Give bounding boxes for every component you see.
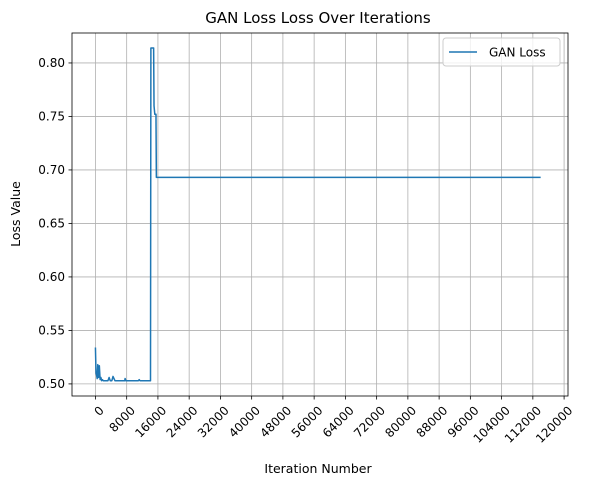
series-layer	[94, 47, 541, 382]
y-tick-label: 0.70	[38, 163, 65, 177]
series-line-gan-loss	[94, 47, 541, 382]
x-tick-label: 56000	[289, 403, 326, 440]
x-axis-label: Iteration Number	[264, 461, 372, 476]
y-tick-label: 0.60	[38, 270, 65, 284]
x-tick-label: 16000	[132, 403, 169, 440]
chart-title: GAN Loss Loss Over Iterations	[205, 9, 431, 27]
x-tick-label: 0	[91, 403, 106, 418]
y-tick-label: 0.65	[38, 216, 65, 230]
y-axis-label: Loss Value	[8, 181, 23, 247]
y-tick-label: 0.55	[38, 323, 65, 337]
x-tick-label: 40000	[226, 403, 263, 440]
y-tick-label: 0.80	[38, 56, 65, 70]
y-axis: 0.50 0.55 0.60 0.65 0.70 0.75 0.80	[38, 56, 72, 391]
legend-label: GAN Loss	[489, 46, 546, 60]
x-axis: 0 800016000240003200040000480005600064000…	[91, 396, 575, 446]
x-tick-label: 24000	[164, 403, 201, 440]
x-tick-label: 80000	[382, 403, 419, 440]
legend: GAN Loss	[442, 37, 561, 67]
x-tick-label: 88000	[414, 403, 451, 440]
x-tick-label: 48000	[257, 403, 294, 440]
grid	[72, 33, 568, 396]
x-tick-label: 72000	[351, 403, 388, 440]
y-tick-label: 0.75	[38, 109, 65, 123]
x-tick-label: 32000	[195, 403, 232, 440]
legend-box	[442, 37, 561, 67]
y-tick-label: 0.50	[38, 377, 65, 391]
plot-frame	[71, 32, 569, 397]
x-tick-label: 64000	[320, 403, 357, 440]
